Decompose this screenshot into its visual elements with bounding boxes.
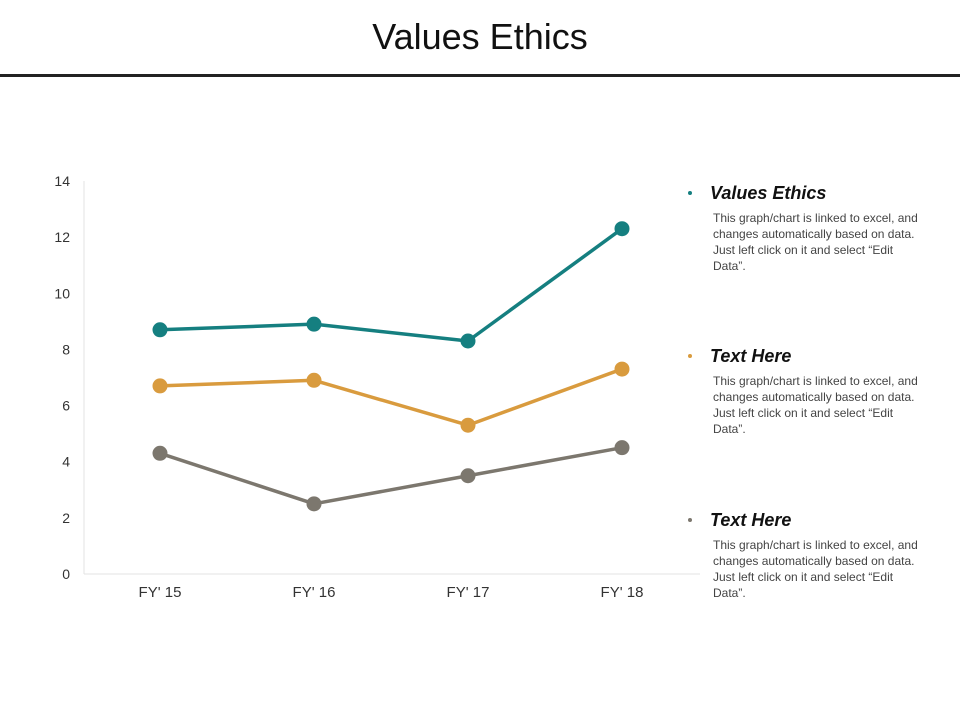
y-tick-label: 10: [54, 285, 70, 301]
x-tick-label: FY' 17: [447, 584, 490, 601]
data-point-series-2: [460, 417, 476, 433]
legend-bullet-icon: [688, 354, 692, 358]
y-tick-label: 0: [62, 566, 70, 582]
y-tick-label: 14: [54, 173, 70, 189]
legend-description: This graph/chart is linked to excel, and…: [713, 538, 918, 600]
x-tick-label: FY' 15: [139, 584, 182, 601]
legend-bullet-icon: [688, 518, 692, 522]
legend-series-name: Text Here: [710, 345, 792, 366]
slide-title: Values Ethics: [372, 16, 588, 57]
data-point-series-2: [614, 361, 630, 377]
y-tick-label: 8: [62, 341, 70, 357]
y-tick-label: 12: [54, 229, 70, 245]
x-tick-label: FY' 16: [293, 584, 336, 601]
data-point-series-3: [460, 468, 476, 484]
x-tick-label: FY' 18: [601, 584, 644, 601]
legend-series-name: Values Ethics: [710, 182, 827, 203]
series-line-1: [159, 227, 624, 343]
data-point-series-1: [152, 322, 168, 338]
legend-item-1: Values Ethics This graph/chart is linked…: [686, 182, 926, 274]
legend-item-2: Text Here This graph/chart is linked to …: [686, 345, 926, 437]
legend-item-3: Text Here This graph/chart is linked to …: [686, 509, 926, 601]
data-point-series-3: [614, 440, 630, 456]
data-point-series-2: [152, 378, 168, 394]
legend-bullet-icon: [688, 191, 692, 195]
legend-description: This graph/chart is linked to excel, and…: [713, 374, 918, 436]
legend-series-name: Text Here: [710, 509, 792, 530]
data-point-series-1: [614, 221, 630, 237]
y-tick-label: 6: [62, 398, 70, 414]
data-point-series-3: [306, 496, 322, 512]
legend-description: This graph/chart is linked to excel, and…: [713, 211, 918, 273]
series-line-3: [159, 445, 623, 506]
data-point-series-3: [152, 445, 168, 461]
title-divider: [0, 74, 960, 77]
y-tick-label: 4: [62, 454, 70, 470]
data-point-series-1: [306, 316, 322, 332]
series-line-2: [159, 367, 623, 427]
y-tick-label: 2: [62, 510, 70, 526]
data-point-series-1: [460, 333, 476, 349]
data-point-series-2: [306, 372, 322, 388]
